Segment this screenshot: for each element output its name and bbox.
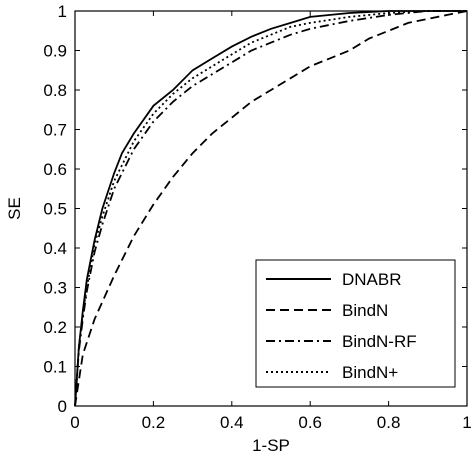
x-tick-label: 0 (70, 413, 79, 432)
y-tick-label: 0.6 (43, 160, 67, 179)
x-tick-label: 0.6 (298, 413, 322, 432)
series-line-bindn- (74, 10, 467, 407)
y-axis-label: SE (5, 197, 24, 220)
legend: DNABR BindN BindN-RF BindN+ (255, 259, 456, 388)
y-tick-label: 0 (58, 397, 67, 416)
series-lines (74, 10, 468, 407)
series-line-bindn-rf (74, 10, 467, 407)
y-axis-ticks: 0 0.1 0.2 0.3 0.4 0.5 0.6 0.7 0.8 0.9 1 (43, 2, 467, 416)
x-tick-label: 0.2 (142, 413, 166, 432)
x-axis-label: 1-SP (252, 436, 290, 455)
legend-label: BindN (342, 301, 388, 320)
y-tick-label: 1 (58, 2, 67, 21)
y-tick-label: 0.1 (43, 358, 67, 377)
y-tick-label: 0.8 (43, 81, 67, 100)
plot-area: 0 0.2 0.4 0.6 0.8 1 0 0.1 0.2 0.3 0.4 0.5 0.6 0.7 0.8… (43, 2, 471, 432)
x-tick-label: 0.4 (220, 413, 244, 432)
y-tick-label: 0.5 (43, 200, 67, 219)
x-tick-label: 0.8 (377, 413, 401, 432)
y-tick-label: 0.3 (43, 279, 67, 298)
y-tick-label: 0.4 (43, 239, 67, 258)
legend-label: DNABR (342, 270, 402, 289)
y-tick-label: 0.9 (43, 42, 67, 61)
x-axis-ticks: 0 0.2 0.4 0.6 0.8 1 (70, 11, 472, 432)
series-line-bindn (74, 10, 468, 407)
y-tick-label: 0.2 (43, 318, 67, 337)
x-tick-label: 1 (462, 413, 471, 432)
series-line-dnabr (74, 10, 467, 407)
y-tick-label: 0.7 (43, 121, 67, 140)
legend-box (255, 259, 456, 388)
legend-label: BindN-RF (342, 332, 417, 351)
legend-label: BindN+ (342, 363, 398, 382)
